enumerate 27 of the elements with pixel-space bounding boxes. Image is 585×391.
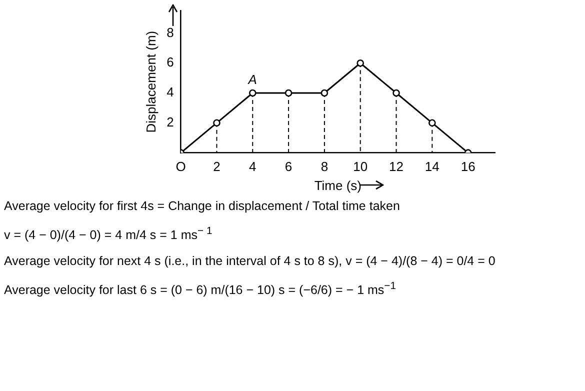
x-tick-label: 16 [460, 159, 476, 174]
x-tick-label: 12 [389, 159, 404, 174]
x-tick-label: 6 [284, 159, 292, 174]
text: Average velocity for last 6 s = (0 − 6) m/(16 − 10) s = (−6/6) = − 1 ms$^{−1}$ [4, 280, 398, 297]
y-tick-label: 2 [166, 114, 174, 130]
x-tick-label: 2 [213, 159, 220, 174]
point [392, 89, 400, 97]
point [284, 89, 292, 97]
y-tick-label: 6 [166, 54, 174, 70]
text: Average velocity for first 4s = Change in displacement / Total time taken [4, 199, 401, 213]
x-tick-label: 8 [320, 159, 328, 174]
point [320, 89, 328, 97]
y-tick-label: 4 [166, 84, 174, 100]
x-tick-label: 4 [249, 159, 256, 174]
x-tick-label: 10 [353, 159, 368, 174]
y-tick-label: 8 [166, 24, 174, 40]
point [356, 59, 364, 67]
text: Average velocity for next 4 s (i.e., in the interval of 4 s to 8 s), v = (4 − 4)/(8 − 4) = 0/4 = 0 [4, 254, 496, 268]
text: v = (4 − 0)/(4 − 0) = 4 m/4 s = 1 ms$^{− 1}$ [4, 226, 214, 242]
x-tick-label: 14 [424, 159, 440, 174]
point [213, 119, 220, 127]
annotation: A [247, 72, 257, 88]
y-axis-title: Displacement (m) [143, 30, 158, 133]
x-axis-title: Time (s) [314, 178, 362, 193]
point [428, 119, 436, 127]
point [248, 89, 256, 97]
x-tick-label: O [176, 159, 186, 174]
